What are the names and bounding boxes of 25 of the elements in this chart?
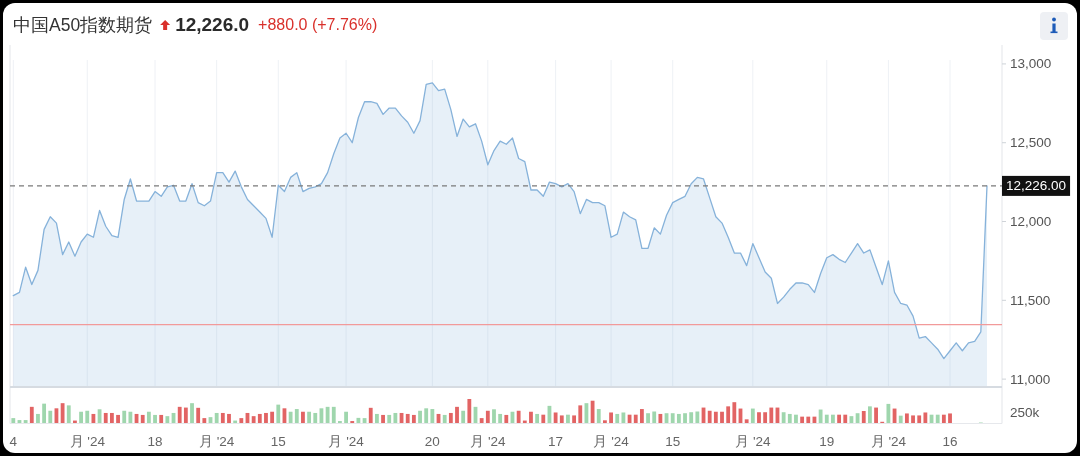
y-tick-label: 13,000 <box>1010 56 1052 72</box>
x-tick-label: 月 '24 <box>470 433 506 449</box>
chart-subtitle: 12,226.0 <box>175 14 250 35</box>
y-tick-label: 12,000 <box>1010 214 1052 230</box>
x-tick-label: 月 '24 <box>593 433 630 449</box>
x-tick-label: 4 <box>9 433 18 449</box>
x-tick-label: 15 <box>665 433 681 449</box>
text: 250k <box>1010 404 1040 420</box>
y-tick-label: 11,500 <box>1010 292 1051 308</box>
x-tick-label: 月 '24 <box>198 433 235 449</box>
x-tick-label: 月 '24 <box>69 433 106 449</box>
x-tick-label: 18 <box>147 433 163 449</box>
x-tick-label: 19 <box>819 433 835 449</box>
x-tick-label: 月 '24 <box>870 433 907 449</box>
x-tick-label: 20 <box>424 433 440 449</box>
x-tick-label: 月 '24 <box>328 433 365 449</box>
y-tick-label: 11,000 <box>1010 371 1051 387</box>
x-tick-label: 16 <box>942 433 958 449</box>
y-tick-label: 12,500 <box>1010 135 1052 151</box>
chart-title: 中国A50指数期货 <box>13 15 153 35</box>
ref-line-label: 12,226.00 <box>1006 178 1067 194</box>
x-tick-label: 月 '24 <box>735 433 771 449</box>
text: +880.0 (+7.76%) <box>258 16 378 33</box>
x-tick-label: 17 <box>548 433 564 449</box>
x-tick-label: 15 <box>270 433 286 449</box>
